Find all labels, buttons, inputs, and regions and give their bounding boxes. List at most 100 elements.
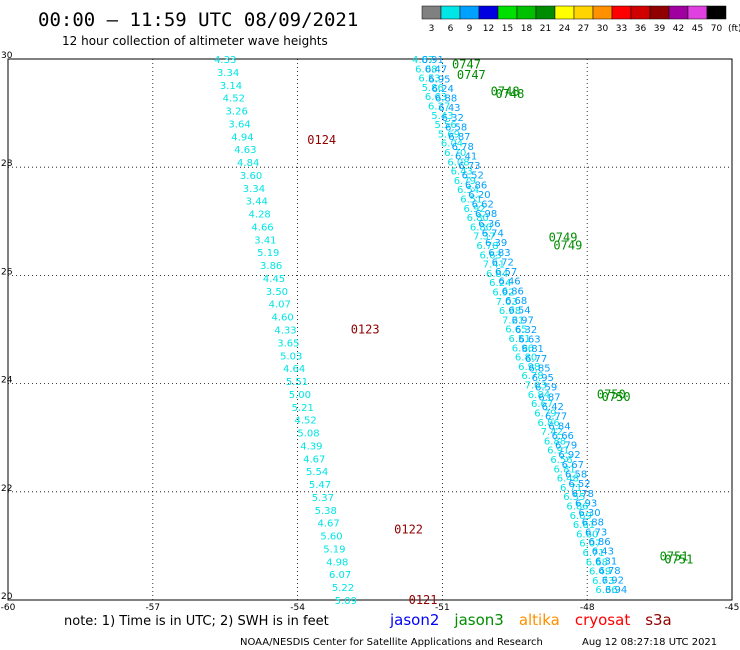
swh-label: 6.81 bbox=[554, 464, 576, 475]
swh-label: 4.94 bbox=[231, 132, 253, 143]
swh-label: 3.64 bbox=[228, 119, 250, 130]
legend-unit: (ft) bbox=[728, 24, 740, 34]
swh-label: 6.63 bbox=[480, 250, 502, 261]
swh-label: 6.61 bbox=[573, 520, 595, 531]
swh-label: 6.84 bbox=[548, 421, 570, 432]
swh-label: 4.98 bbox=[326, 557, 348, 568]
satellite-name: jason3 bbox=[453, 611, 503, 629]
legend-swatch bbox=[687, 5, 708, 20]
swh-label: 6.60 bbox=[576, 529, 598, 540]
swh-label: 7.41 bbox=[483, 260, 505, 271]
time-label: 0750 bbox=[602, 390, 631, 404]
grid-lines bbox=[8, 59, 732, 600]
swh-label: 6.36 bbox=[595, 585, 617, 596]
legend-label: 21 bbox=[540, 24, 551, 34]
swh-label: 7.03 bbox=[496, 297, 518, 308]
satellite-name: altika bbox=[519, 611, 560, 629]
legend-swatch bbox=[592, 5, 613, 20]
swh-label: 6.86 bbox=[502, 286, 524, 297]
swh-label: 3.26 bbox=[226, 107, 248, 118]
time-label: 0122 bbox=[394, 523, 423, 537]
legend-swatch bbox=[459, 5, 480, 20]
swh-label: 6.20 bbox=[468, 190, 490, 201]
swh-label: 6.91 bbox=[547, 446, 569, 457]
legend-swatch bbox=[478, 5, 499, 20]
y-axis: 20 22 24 26 28 30 bbox=[1, 51, 13, 602]
legend-label: 45 bbox=[692, 24, 703, 34]
plot-frame bbox=[7, 58, 733, 601]
credit-line: NOAA/NESDIS Center for Satellite Applica… bbox=[240, 637, 543, 648]
swh-label: 6.91 bbox=[422, 55, 444, 66]
swh-label: 6.85 bbox=[528, 363, 550, 374]
swh-label: 7.42 bbox=[541, 427, 563, 438]
swh-label: 5.09 bbox=[335, 596, 357, 607]
swh-label: 4.33 bbox=[214, 55, 236, 66]
swh-label: 6.27 bbox=[428, 102, 450, 113]
time-label: 0751 bbox=[660, 550, 689, 564]
x-tick-label: -60 bbox=[1, 603, 16, 613]
swh-label: 4.64 bbox=[283, 364, 305, 375]
swh-label: 5.47 bbox=[309, 480, 331, 491]
swh-label: 6.86 bbox=[465, 180, 487, 191]
swh-label: 6.79 bbox=[555, 441, 577, 452]
swh-label: 3.50 bbox=[266, 287, 288, 298]
swh-label: 6.98 bbox=[518, 362, 540, 373]
swh-label: 6.53 bbox=[418, 74, 440, 85]
legend-label: 6 bbox=[448, 24, 454, 34]
swh-label: 5.56 bbox=[434, 120, 456, 131]
time-label: 0749 bbox=[553, 239, 582, 253]
swh-label: 3.41 bbox=[254, 235, 276, 246]
time-label: 0747 bbox=[452, 57, 481, 71]
swh-label: 4.28 bbox=[249, 210, 271, 221]
x-tick-label: -54 bbox=[290, 603, 305, 613]
swh-label: 6.08 bbox=[415, 64, 437, 75]
legend-swatch bbox=[573, 5, 594, 20]
swh-label: 6.04 bbox=[441, 139, 463, 150]
swh-label: 6.08 bbox=[447, 157, 469, 168]
swh-label: 5.21 bbox=[292, 403, 314, 414]
x-tick-label: -57 bbox=[145, 603, 160, 613]
swh-label: 5.51 bbox=[286, 377, 308, 388]
legend-swatch bbox=[649, 5, 670, 20]
legend-swatch bbox=[668, 5, 689, 20]
legend-label: 3 bbox=[429, 24, 435, 34]
time-label: 0124 bbox=[307, 133, 336, 147]
swh-label: 7.37 bbox=[473, 232, 495, 243]
time-label: 0750 bbox=[597, 387, 626, 401]
swh-label: 6.78 bbox=[572, 489, 594, 500]
y-tick-label: 28 bbox=[1, 159, 13, 169]
swh-label: 4.60 bbox=[272, 313, 294, 324]
footnote: note: 1) Time is in UTC; 2) SWH is in fe… bbox=[64, 614, 329, 629]
swh-label: 6.58 bbox=[445, 122, 467, 133]
swh-label: 6.86 bbox=[588, 537, 610, 548]
swh-label: 5.00 bbox=[289, 390, 311, 401]
swh-label: 6.31 bbox=[595, 556, 617, 567]
swh-label: 4.84 bbox=[237, 158, 259, 169]
swh-label: 6.62 bbox=[472, 200, 494, 211]
swh-label: 4.67 bbox=[303, 454, 325, 465]
swh-label: 6.47 bbox=[425, 65, 447, 76]
legend-label: 30 bbox=[597, 24, 609, 34]
satellite-name: cryosat bbox=[575, 611, 630, 629]
swh-label: 5.38 bbox=[315, 506, 337, 517]
swh-label: 4.52 bbox=[223, 94, 245, 105]
swh-label: 6.54 bbox=[457, 185, 479, 196]
swh-label: 6.66 bbox=[552, 431, 574, 442]
swh-label: 4.52 bbox=[295, 416, 317, 427]
swh-label: 4.63 bbox=[234, 145, 256, 156]
swh-label: 6.36 bbox=[478, 219, 500, 230]
swh-label: 6.63 bbox=[518, 335, 540, 346]
swh-label: 6.58 bbox=[565, 470, 587, 481]
swh-label: 6.77 bbox=[545, 412, 567, 423]
legend-label: 36 bbox=[635, 24, 647, 34]
legend-label: 18 bbox=[521, 24, 533, 34]
swh-label: 6.69 bbox=[570, 511, 592, 522]
legend-label: 27 bbox=[578, 24, 589, 34]
swh-label: 6.97 bbox=[512, 315, 534, 326]
swh-label: 6.86 bbox=[537, 418, 559, 429]
swh-label: 6.80 bbox=[467, 213, 489, 224]
swh-label: 6.32 bbox=[442, 113, 464, 124]
swh-label: 6.39 bbox=[485, 238, 507, 249]
swh-values: 4.33 3.34 3.14 4.52 3.263.64 4.94 4.63 4.84 3.60… bbox=[214, 55, 627, 607]
swh-label: 4.45 bbox=[263, 274, 285, 285]
